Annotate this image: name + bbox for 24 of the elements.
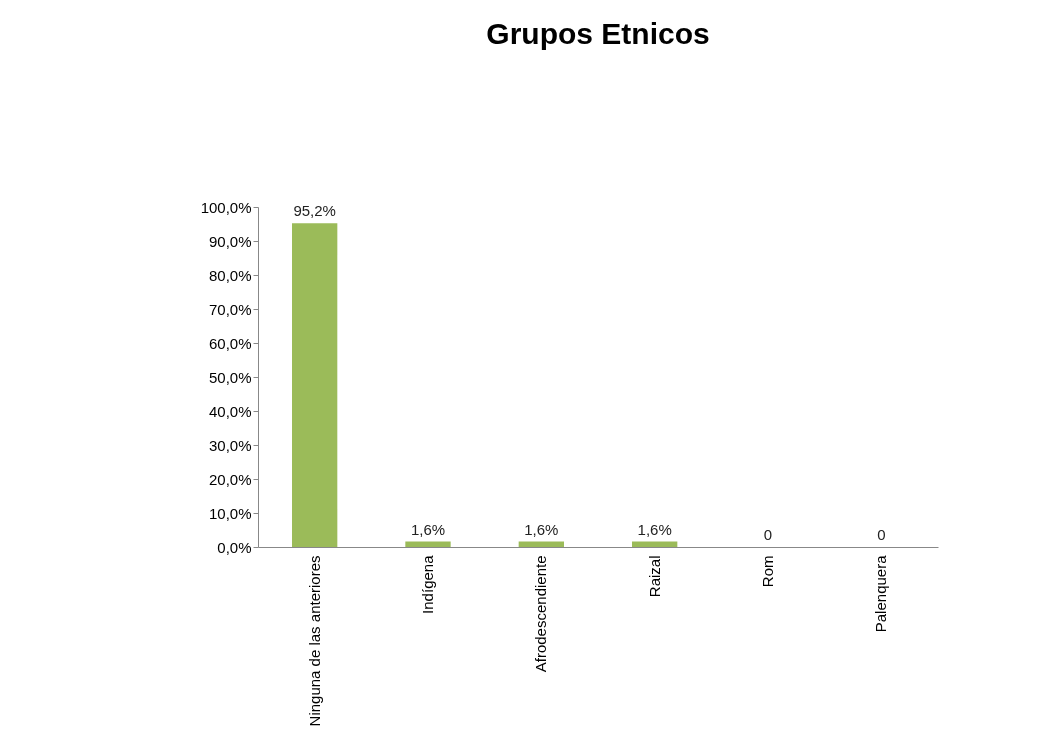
y-tick-label: 80,0% [208, 266, 252, 284]
y-tick-label: 40,0% [208, 402, 252, 420]
x-tick-label: Afrodescendiente [532, 555, 550, 673]
x-tick-label: Palenquera [872, 554, 890, 633]
y-tick-label: 10,0% [208, 504, 252, 522]
y-tick-label: 20,0% [208, 470, 252, 488]
y-tick-label: 50,0% [208, 368, 252, 386]
x-tick-label: Indígena [419, 554, 436, 614]
x-tick-label: Ninguna de las anteriores [305, 555, 323, 727]
y-tick-label: 30,0% [208, 436, 252, 454]
y-tick-label: 90,0% [208, 232, 252, 250]
data-label: 1,6% [410, 520, 446, 538]
y-tick-label: 100,0% [200, 198, 252, 216]
y-tick-label: 60,0% [208, 334, 252, 352]
data-label: 95,2% [293, 202, 336, 220]
x-tick-label: Raizal [645, 555, 663, 598]
data-label: 0 [877, 526, 886, 543]
y-tick-label: 70,0% [208, 300, 252, 318]
data-label: 1,6% [637, 520, 672, 538]
data-label: 0 [763, 526, 773, 543]
chart-title: Grupos Etnicos [486, 17, 710, 50]
data-label: 1,6% [524, 520, 559, 538]
x-tick-label: Rom [759, 555, 776, 588]
y-tick-label: 0,0% [217, 538, 252, 556]
